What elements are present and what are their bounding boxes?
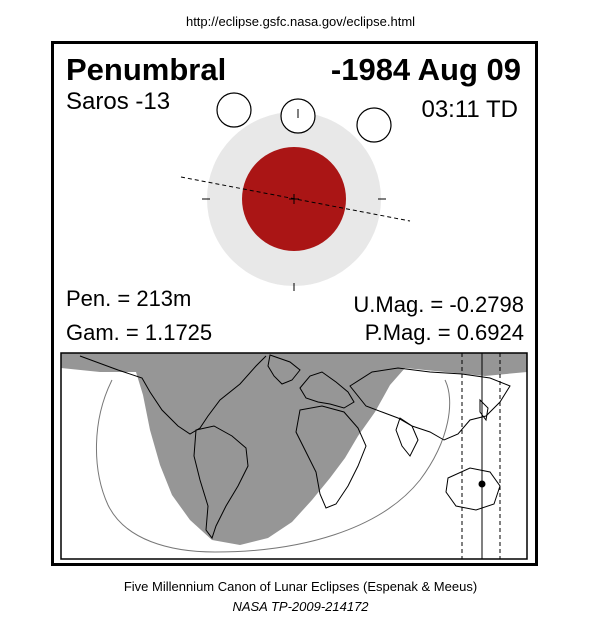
moon-exit xyxy=(356,107,392,143)
asia xyxy=(349,367,511,441)
australia xyxy=(445,467,501,511)
gamma-value: Gam. = 1.1725 xyxy=(66,320,213,345)
moon-entry xyxy=(216,92,252,128)
greenland xyxy=(267,354,301,385)
japan xyxy=(479,398,489,422)
subsolar-point-marker xyxy=(478,480,486,488)
umbral-magnitude: U.Mag. = -0.2798 xyxy=(353,292,524,317)
penumbral-boundary-east xyxy=(214,379,451,553)
source-url[interactable]: http://eclipse.gsfc.nasa.gov/eclipse.htm… xyxy=(185,14,416,29)
eclipse-time: 03:11 TD xyxy=(421,96,518,123)
eclipse-type: Penumbral xyxy=(66,52,227,87)
india xyxy=(395,417,419,457)
saros-number: Saros -13 xyxy=(66,88,171,115)
africa xyxy=(295,405,367,509)
moon-path-line xyxy=(180,176,411,222)
eclipse-date: -1984 Aug 09 xyxy=(330,52,521,87)
penumbral-boundary-west xyxy=(96,379,216,553)
europe xyxy=(299,371,355,409)
penumbral-magnitude: P.Mag. = 0.6924 xyxy=(364,320,524,345)
south-america xyxy=(193,425,249,540)
canon-credit: Five Millennium Canon of Lunar Eclipses … xyxy=(123,579,478,594)
eclipse-diagram xyxy=(180,92,411,291)
penumbral-duration: Pen. = 213m xyxy=(66,286,192,311)
north-america xyxy=(79,355,267,435)
publication-id: NASA TP-2009-214172 xyxy=(232,599,369,614)
eclipse-visible-region xyxy=(61,353,527,545)
map-border xyxy=(60,352,528,560)
